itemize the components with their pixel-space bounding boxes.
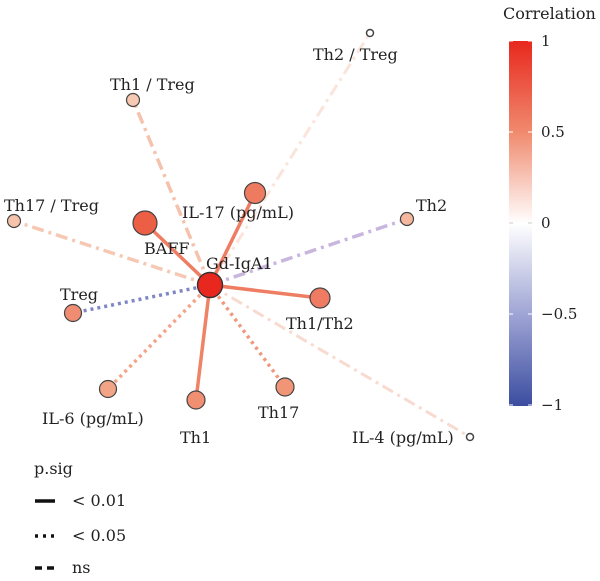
label-baff: BAFF <box>144 239 190 258</box>
node-baff[interactable] <box>132 210 158 236</box>
edge-th2 <box>209 217 408 287</box>
colorbar-tick-label: 1 <box>541 32 551 50</box>
label-th1treg: Th1 / Treg <box>110 75 195 94</box>
colorbar-tick-label: −1 <box>541 396 563 414</box>
edge-th1 <box>194 284 212 401</box>
label-th2treg: Th2 / Treg <box>313 45 398 64</box>
colorbar-gradient <box>509 41 532 406</box>
legend-label-solid: < 0.01 <box>72 491 126 510</box>
node-th1th2[interactable] <box>309 287 331 309</box>
node-th17treg[interactable] <box>6 213 22 229</box>
significance-legend: p.sig < 0.01 < 0.05 ns <box>34 459 126 577</box>
label-treg: Treg <box>60 285 98 304</box>
edge-th17 <box>208 283 287 389</box>
label-il6: IL-6 (pg/mL) <box>42 409 144 428</box>
node-il6[interactable] <box>98 379 118 399</box>
node-th2[interactable] <box>399 211 415 227</box>
edge-il17 <box>208 192 257 286</box>
label-th17treg: Th17 / Treg <box>4 196 99 215</box>
label-th1th2: Th1/Th2 <box>286 314 354 333</box>
label-il4: IL-4 (pg/mL) <box>352 428 454 447</box>
label-il17: IL-17 (pg/mL) <box>182 203 294 222</box>
node-th17[interactable] <box>275 377 295 397</box>
node-labels: Th2 / Treg Th1 / Treg IL-17 (pg/mL) Th17… <box>4 45 454 447</box>
legend-title: p.sig <box>34 459 73 478</box>
legend-label-dotted: < 0.05 <box>72 526 126 545</box>
colorbar-title: Correlation <box>503 4 596 23</box>
node-gdiga1[interactable] <box>196 271 224 299</box>
nodes <box>6 28 475 442</box>
edge-baff <box>143 221 212 287</box>
colorbar-tick-label: −0.5 <box>541 305 577 323</box>
colorbar-tick-label: 0.5 <box>541 123 565 141</box>
node-th1treg[interactable] <box>125 92 141 108</box>
node-th1[interactable] <box>186 390 206 410</box>
edge-il6 <box>106 283 212 391</box>
edges <box>13 32 471 439</box>
edge-th1th2 <box>209 283 321 300</box>
label-th1: Th1 <box>180 428 211 447</box>
colorbar-tick-label: 0 <box>541 214 551 232</box>
label-th17: Th17 <box>258 403 299 422</box>
edge-th2treg <box>208 32 372 286</box>
node-th2treg[interactable] <box>365 28 375 38</box>
edge-th1treg <box>131 99 212 286</box>
edge-th17treg <box>13 219 211 287</box>
legend-label-dashed: ns <box>72 558 91 577</box>
node-il4[interactable] <box>465 432 475 442</box>
edge-il4 <box>209 283 471 439</box>
edge-treg <box>72 283 211 315</box>
node-il17[interactable] <box>243 181 267 205</box>
colorbar: Correlation 1 0.5 0 −0.5 −1 <box>503 4 596 414</box>
node-treg[interactable] <box>63 303 83 323</box>
label-gdiga1: Gd-IgA1 <box>206 254 273 273</box>
label-th2: Th2 <box>416 196 447 215</box>
